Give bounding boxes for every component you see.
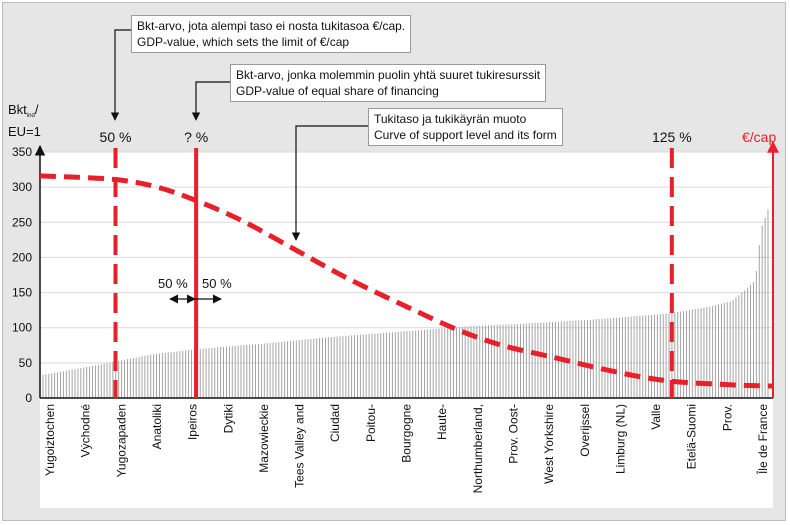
y-tick-label: 250 — [12, 215, 32, 229]
region-label: Overijssel — [578, 404, 592, 457]
annotation-arrow-2 — [196, 82, 230, 120]
y-tick-label: 50 — [19, 356, 33, 370]
region-label: Bourgogne — [400, 404, 414, 463]
threshold-label-2: ? % — [184, 129, 208, 145]
annotation-2-line-1: Bkt-arvo, jonka molemmin puolin yhtä suu… — [236, 67, 540, 83]
y-tick-label: 300 — [12, 180, 32, 194]
region-label: Haute- — [435, 404, 449, 440]
region-label: Poitou- — [364, 404, 378, 442]
y-tick-label: 150 — [12, 286, 32, 300]
financing-left-label: 50 % — [158, 276, 188, 291]
region-label: Île de France — [755, 404, 770, 475]
annotation-box-equal-share: Bkt-arvo, jonka molemmin puolin yhtä suu… — [230, 64, 546, 102]
region-label: Limburg (NL) — [613, 404, 627, 474]
region-label: Etelä-Suomi — [685, 404, 699, 469]
region-label: Tees Valley and — [293, 404, 307, 488]
threshold-label-3: 125 % — [652, 129, 692, 145]
region-label: Ipeiros — [186, 404, 200, 440]
region-label: Northumberland, — [471, 404, 485, 493]
annotation-box-gdp-limit: Bkt-arvo, jota alempi taso ei nosta tuki… — [131, 15, 411, 53]
annotation-3-line-2: Curve of support level and its form — [374, 127, 557, 143]
annotation-arrow-1 — [115, 30, 131, 120]
region-label: Prov. — [720, 404, 734, 431]
y-axis-title: Bktind/ — [8, 102, 39, 119]
financing-right-label: 50 % — [202, 276, 232, 291]
region-label: Dytiki — [221, 404, 235, 433]
region-label: Anatoliki — [150, 404, 164, 449]
region-label: West Yorkshire — [542, 404, 556, 484]
y-tick-label: 100 — [12, 321, 32, 335]
y-tick-label: 350 — [12, 145, 32, 159]
region-label: Ciudad — [328, 404, 342, 442]
annotation-1-line-2: GDP-value, which sets the limit of €/cap — [137, 34, 405, 50]
y-tick-label: 200 — [12, 250, 32, 264]
y-axis-title-line2: EU=1 — [8, 124, 41, 139]
region-label: Valle — [649, 404, 663, 430]
annotation-2-line-2: GDP-value of equal share of financing — [236, 83, 540, 99]
annotation-1-line-1: Bkt-arvo, jota alempi taso ei nosta tuki… — [137, 18, 405, 34]
region-label: Prov. Oost- — [506, 404, 520, 464]
region-label: Mazowieckie — [257, 404, 271, 473]
region-label: Východné — [79, 404, 93, 458]
y-tick-label: 0 — [25, 391, 32, 405]
threshold-label-1: 50 % — [100, 129, 132, 145]
y-tick-labels: 0 50 100 150 200 250 300 350 — [12, 145, 32, 405]
region-label: Yugozapaden — [114, 404, 128, 477]
annotation-3-line-1: Tukitaso ja tukikäyrän muoto — [374, 111, 557, 127]
annotation-box-support-curve: Tukitaso ja tukikäyrän muoto Curve of su… — [368, 108, 563, 146]
right-axis-label: €/cap — [742, 129, 776, 145]
region-label: Yugoiztochen — [43, 404, 57, 476]
